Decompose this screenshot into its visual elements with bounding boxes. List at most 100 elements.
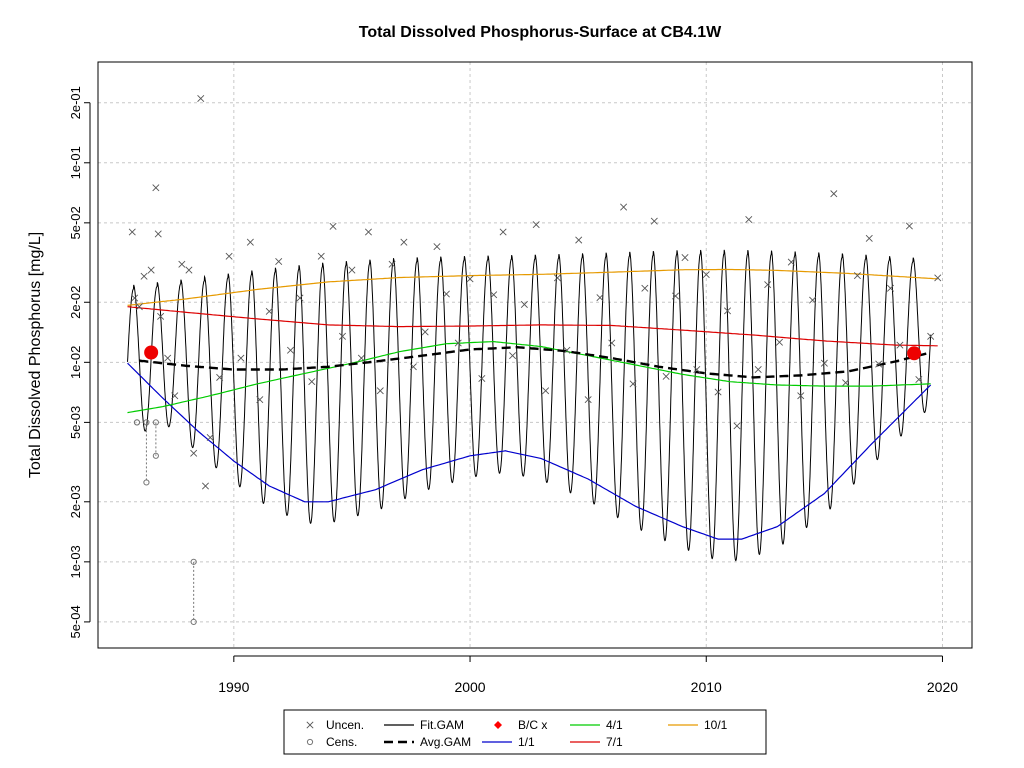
uncensored-point [400,238,408,246]
uncensored-point [693,366,701,374]
y-tick-label: 1e-01 [68,146,83,179]
uncensored-point [896,341,904,349]
uncensored-point [478,374,486,382]
uncensored-point [201,482,209,490]
uncensored-point [286,346,295,354]
uncensored-point [376,387,384,395]
uncensored-point [197,94,205,103]
uncensored-point [620,203,628,211]
uncensored-point [357,354,365,362]
uncensored-point [875,360,883,368]
uncensored-point [338,332,347,340]
uncensored-point [650,217,658,225]
uncensored-point [128,228,136,236]
uncensored-point [563,346,571,354]
uncensored-point [723,307,732,315]
y-tick-label: 1e-03 [68,545,83,578]
uncensored-point [442,290,450,298]
uncensored-point [714,388,722,396]
uncensored-point [329,222,337,230]
uncensored-point [135,303,143,311]
uncensored-point [164,354,172,362]
y-tick-label: 5e-03 [68,406,83,439]
y-tick-label: 1e-02 [68,346,83,379]
uncensored-point [216,373,224,381]
y-axis-label: Total Dissolved Phosphorus [mg/L] [27,232,44,478]
uncensored-point [308,378,316,386]
uncensored-point [702,271,710,279]
uncensored-point [421,328,429,336]
uncensored-point [927,332,935,340]
uncensored-point [499,228,507,236]
uncensored-point [764,281,772,289]
uncensored-point [553,274,561,282]
uncensored-point [246,238,254,246]
x-tick-label: 2020 [927,679,958,695]
uncensored-point [509,352,517,360]
legend-label: B/C x [518,718,547,732]
censored-point-low [152,452,159,459]
uncensored-point [797,392,805,400]
uncensored-point [296,294,304,302]
y-tick-label: 2e-01 [68,86,83,119]
uncensored-point [542,387,550,395]
uncensored-point [787,258,795,266]
uncensored-point [596,294,604,302]
uncensored-point [575,236,583,244]
series-1-1 [127,362,932,540]
uncensored-point [171,392,179,400]
uncensored-point [317,252,325,260]
uncensored-point [256,396,264,404]
uncensored-point [532,221,540,229]
grid-layer [98,62,972,648]
uncensored-point [190,449,198,457]
uncensored-point [662,372,670,380]
legend-box [283,709,767,755]
uncensored-point [733,422,741,430]
censored-point [190,558,197,565]
x-tick-label: 2000 [454,679,485,695]
uncensored-point [237,354,245,362]
bc-layer [144,345,922,361]
series-7-1 [127,306,938,347]
fit-gam-layer [127,249,932,562]
legend-label: Avg.GAM [420,735,471,749]
uncensored-point [185,266,193,274]
series-4-1 [127,340,931,414]
uncensored-point [275,258,283,266]
uncensored-point [454,339,462,347]
uncensored-point [915,375,923,384]
uncensored-point [152,184,160,192]
uncensored-point [265,307,273,315]
legend-symbol-censored [306,738,314,746]
legend-label: Uncen. [326,718,364,732]
uncensored-point [157,312,165,320]
legend-label: 10/1 [704,718,728,732]
censored-point [152,419,159,426]
legend-symbol-uncensored [306,721,314,729]
plot-frame [97,61,973,649]
uncensored-point [905,222,913,230]
legend: Uncen. Fit.GAM B/C x 4/1 10/1 Cens. Avg.GAM 1/1… [283,709,767,755]
y-tick-label: 5e-02 [68,206,83,239]
y-tick-label: 2e-02 [68,286,83,319]
x-tick-label: 1990 [218,679,249,695]
uncensored-point [206,433,214,442]
uncensored-point [641,284,649,292]
uncensored-point [886,284,895,292]
legend-symbol-bc [494,721,502,729]
uncensored-point [466,275,474,283]
legend-label: 1/1 [518,735,535,749]
uncensored-point [853,272,861,280]
uncensored-point [140,272,148,280]
uncensored-point [490,291,498,299]
uncensored-point [178,260,186,268]
uncensored-point [775,338,784,346]
y-axis: 5e-04 1e-03 2e-03 5e-03 1e-02 2e-02 5e-02 1e-01… [68,86,91,639]
uncensored-point [830,190,838,198]
uncensored-point [131,294,139,302]
uncensored-point [154,230,162,238]
censored-point-low [133,419,141,426]
uncensored-point [388,260,396,268]
